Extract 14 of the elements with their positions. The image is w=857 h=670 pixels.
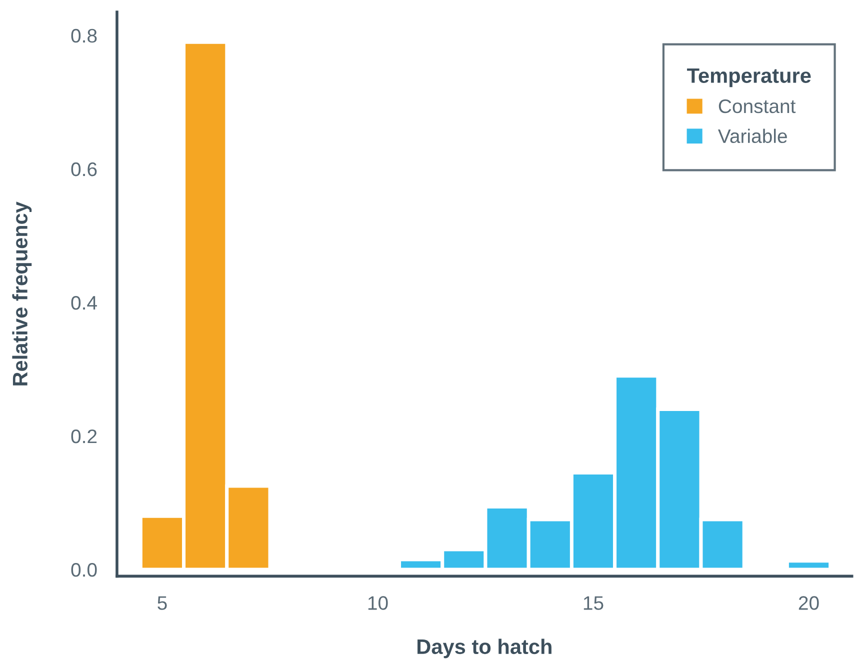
legend-label: Variable <box>718 128 787 144</box>
y-tick-label: 0.6 <box>71 162 97 176</box>
y-tick-label: 0.0 <box>71 562 97 577</box>
y-tick-label: 0.4 <box>71 296 97 310</box>
x-tick-label: 20 <box>798 596 819 610</box>
y-axis-title: Relative frequency <box>12 202 32 386</box>
x-tick-label: 10 <box>368 596 388 610</box>
legend-title: Temperature <box>687 68 811 88</box>
legend-label: Constant <box>718 99 796 114</box>
x-tick-label: 5 <box>158 596 167 610</box>
x-tick-label: 15 <box>584 596 604 610</box>
y-tick-label: 0.2 <box>71 429 97 444</box>
y-tick-label: 0.8 <box>71 28 97 43</box>
x-axis-title: Days to hatch <box>418 638 552 658</box>
